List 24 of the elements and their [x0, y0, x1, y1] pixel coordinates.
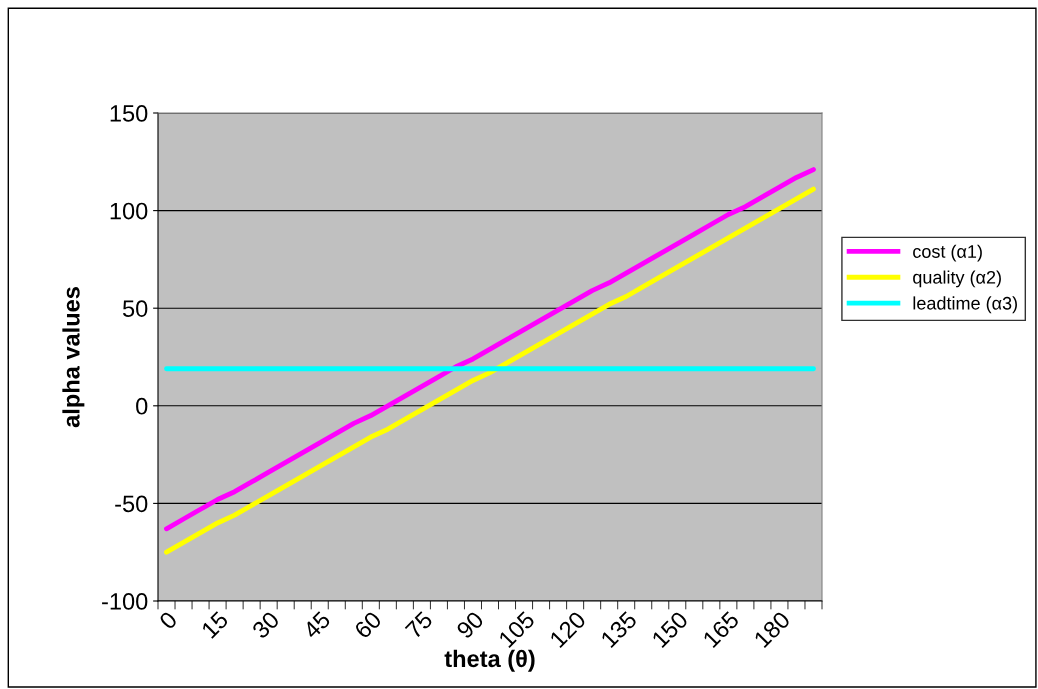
- x-tick-label: 105: [497, 610, 536, 649]
- y-tick-label: 150: [110, 105, 148, 122]
- x-tick-label: 150: [651, 610, 689, 649]
- x-tick-label: 135: [600, 610, 638, 649]
- y-tick-label: 100: [110, 202, 148, 220]
- x-tick-label: 165: [702, 610, 740, 649]
- x-tick-label: 30: [251, 610, 281, 640]
- x-tick-label: 90: [455, 610, 485, 640]
- legend-label: cost (α1): [913, 244, 982, 262]
- y-axis-title: alpha values: [62, 287, 85, 428]
- x-axis-title: theta (θ): [444, 649, 535, 672]
- x-tick-label: 75: [404, 610, 434, 640]
- x-tick-label: 15: [200, 610, 230, 639]
- x-tick-label: 180: [753, 610, 792, 649]
- y-tick-label: 50: [122, 300, 148, 317]
- y-tick-label: -100: [102, 593, 148, 610]
- x-tick-label: 0: [158, 610, 179, 631]
- legend-label: quality (α2): [913, 270, 1001, 288]
- x-tick-label: 60: [353, 610, 383, 640]
- y-tick-label: 0: [136, 397, 148, 415]
- legend-label: leadtime (α3): [913, 296, 1017, 314]
- x-tick-label: 120: [548, 610, 587, 649]
- y-tick-label: -50: [115, 495, 148, 513]
- x-tick-label: 45: [302, 610, 332, 640]
